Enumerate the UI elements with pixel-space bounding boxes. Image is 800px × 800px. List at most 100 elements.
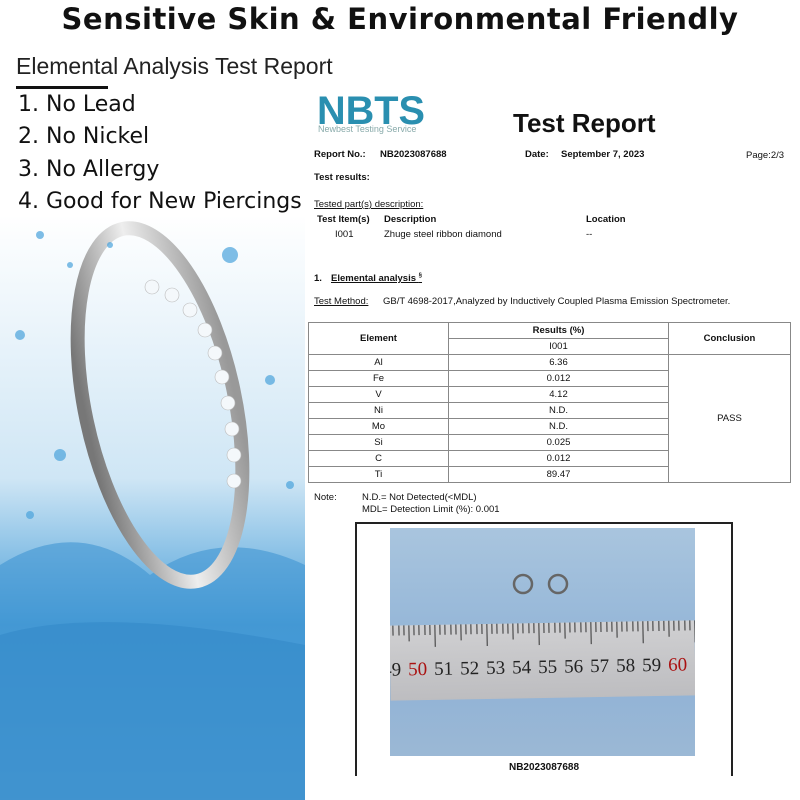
ruler-number: 53 <box>485 657 506 679</box>
ruler-number: 55 <box>537 656 558 679</box>
ruler-tick <box>397 625 400 636</box>
ruler-tick <box>538 623 540 646</box>
ruler-number: 60 <box>667 654 688 676</box>
ruler-tick <box>631 621 634 632</box>
ring-water-splash-image <box>0 215 305 800</box>
ruler-number: 56 <box>563 656 584 678</box>
report-no: NB2023087688 <box>380 149 447 160</box>
ruler-tick <box>486 623 488 646</box>
page-number: Page:2/3 <box>746 150 785 161</box>
header-element: Element <box>308 322 449 355</box>
photo-caption: NB2023087688 <box>508 762 580 773</box>
parts-header-description: Description <box>384 214 437 225</box>
element-cell: Ni <box>308 402 449 419</box>
ruler-tick <box>475 624 478 635</box>
result-cell: 6.36 <box>448 354 669 371</box>
ruler-tick <box>491 623 493 634</box>
ruler-tick <box>590 622 592 645</box>
ruler-tick <box>481 624 483 635</box>
ruler-tick <box>637 621 639 632</box>
ruler-tick <box>507 623 509 634</box>
element-cell: V <box>308 386 449 403</box>
method-label: Test Method: <box>314 296 369 307</box>
result-cell: N.D. <box>448 418 669 435</box>
ruler-tick <box>569 622 571 633</box>
parts-header-item: Test Item(s) <box>317 214 370 225</box>
subtitle: Elemental Analysis Test Report <box>16 53 333 79</box>
ruler-tick <box>392 625 394 636</box>
note-label: Note: <box>314 492 337 503</box>
ruler-tick <box>611 621 613 632</box>
result-cell: N.D. <box>448 402 669 419</box>
ruler-tick <box>413 625 415 636</box>
element-cell: Si <box>308 434 449 451</box>
feature-no-lead: 1. No Lead <box>18 92 136 117</box>
report-no-label: Report No.: <box>314 149 366 160</box>
ruler-tick <box>642 621 644 644</box>
parts-header-location: Location <box>586 214 626 225</box>
note-nd: N.D.= Not Detected(<MDL) <box>362 492 477 503</box>
ruler-tick <box>652 621 654 632</box>
element-cell: Ti <box>308 466 449 483</box>
ruler-tick <box>683 620 686 631</box>
element-cell: Mo <box>308 418 449 435</box>
ruler-tick <box>621 621 623 632</box>
result-cell: 4.12 <box>448 386 669 403</box>
result-cell: 0.012 <box>448 370 669 387</box>
ruler: 49 50 51 52 53 54 55 56 57 58 59 60 <box>390 620 695 701</box>
subtitle-underline <box>16 86 108 89</box>
ruler-number: 54 <box>511 657 532 679</box>
ruler-tick <box>429 624 431 635</box>
ruler-tick <box>673 620 675 631</box>
ruler-tick <box>408 625 410 642</box>
test-results-label: Test results: <box>314 172 370 183</box>
ruler-tick <box>460 624 462 641</box>
main-title: Sensitive Skin & Environmental Friendly <box>61 2 739 36</box>
ruler-number: 58 <box>615 655 636 677</box>
ruler-number: 52 <box>459 658 480 680</box>
ruler-tick <box>657 620 660 631</box>
ruler-tick <box>517 623 519 634</box>
rings-on-ruler-photo: 49 50 51 52 53 54 55 56 57 58 59 60 <box>390 528 695 756</box>
ruler-tick <box>434 624 436 647</box>
table-row: Si 0.025 <box>308 434 791 451</box>
feature-no-nickel: 2. No Nickel <box>18 124 150 149</box>
ruler-tick <box>585 622 587 633</box>
ruler-tick <box>647 621 649 632</box>
ruler-tick <box>444 624 446 635</box>
element-cell: C <box>308 450 449 467</box>
ruler-number: 59 <box>641 654 662 677</box>
result-cell: 0.025 <box>448 434 669 451</box>
ruler-tick <box>455 624 457 635</box>
table-row: Ti 89.47 <box>308 466 791 483</box>
nbts-logo: NBTS <box>317 89 427 134</box>
section-mark: § <box>418 273 423 279</box>
ruler-tick <box>663 620 665 631</box>
ruler-tick <box>668 620 670 637</box>
header-results: Results (%) <box>448 322 669 339</box>
ruler-tick <box>605 621 608 632</box>
table-row: Fe 0.012 <box>308 370 791 387</box>
ruler-tick <box>543 622 545 633</box>
feature-new-piercings: 4. Good for New Piercings <box>18 189 302 214</box>
ruler-tick <box>559 622 561 633</box>
logo-text: NBTS <box>317 92 425 126</box>
photo-frame <box>355 522 733 776</box>
elemental-results-table: Element Results (%) Conclusion I001 Al 6.… <box>308 322 791 483</box>
ruler-tick <box>501 623 504 634</box>
ruler-tick <box>512 623 514 640</box>
ruler-tick <box>522 623 524 634</box>
ruler-tick <box>533 623 535 634</box>
ruler-tick <box>418 625 420 636</box>
ruler-tick <box>689 620 691 631</box>
conclusion-cell: PASS <box>668 354 791 483</box>
hoop-rings <box>512 573 569 595</box>
date-label: Date: <box>525 149 549 160</box>
element-cell: Al <box>308 354 449 371</box>
parts-description: Zhuge steel ribbon diamond <box>384 229 502 240</box>
element-cell: Fe <box>308 370 449 387</box>
ruler-tick <box>423 625 426 636</box>
result-cell: 0.012 <box>448 450 669 467</box>
header-conclusion: Conclusion <box>668 322 791 355</box>
ruler-tick <box>553 622 556 633</box>
